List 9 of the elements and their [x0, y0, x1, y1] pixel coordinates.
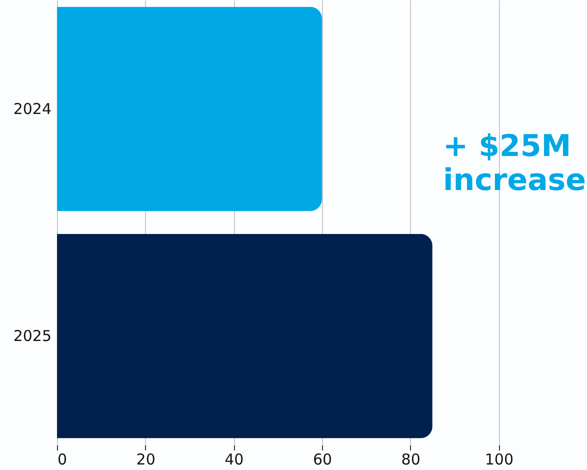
x-tick-label: 0 [58, 450, 68, 468]
x-tick-label: 60 [312, 450, 332, 468]
annotation: + $25M increase [443, 129, 586, 198]
x-tick-label: 80 [401, 450, 420, 468]
y-tick-label: 2025 [13, 327, 52, 346]
x-tick-label: 40 [224, 450, 244, 468]
x-tick-label: 100 [484, 450, 514, 468]
y-tick-label: 2024 [13, 100, 52, 118]
x-tick-label: 20 [136, 450, 156, 468]
